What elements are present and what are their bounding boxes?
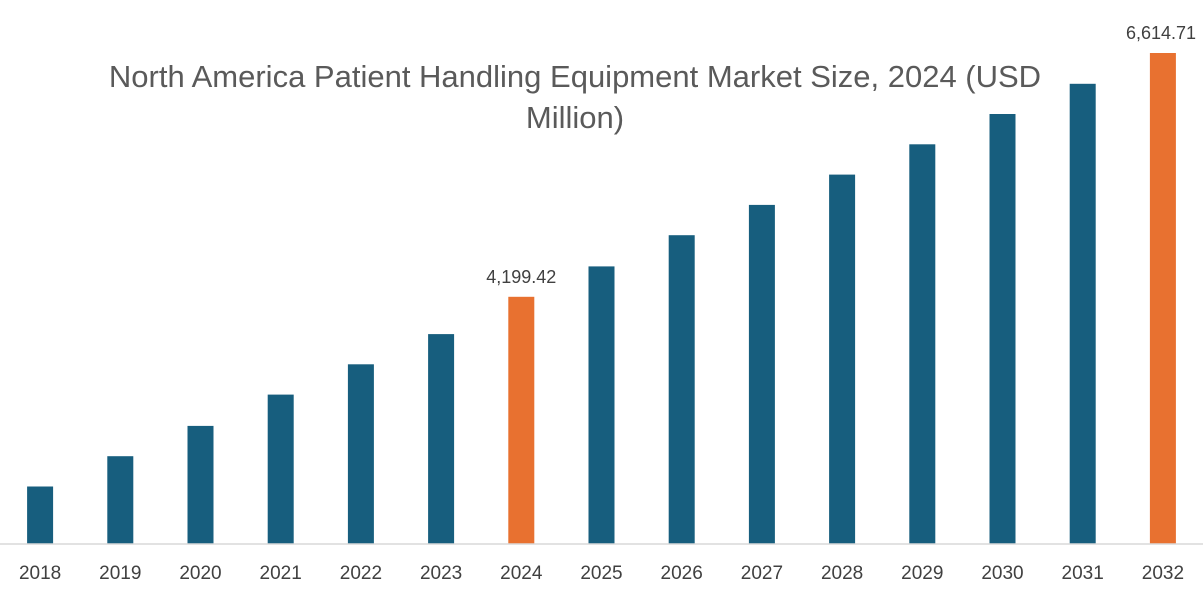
x-tick-label-2026: 2026: [661, 563, 703, 584]
bar-2028: [829, 174, 856, 544]
bar-2021: [267, 394, 294, 544]
chart-title: North America Patient Handling Equipment…: [108, 59, 1042, 135]
x-tick-label-2027: 2027: [741, 563, 783, 584]
x-tick-label-2023: 2023: [420, 563, 462, 584]
bar-2023: [428, 334, 455, 544]
data-label-2024: 4,199.42: [486, 267, 556, 287]
x-tick-label-2020: 2020: [179, 563, 221, 584]
x-tick-label-2028: 2028: [821, 563, 863, 584]
bar-2027: [748, 204, 775, 544]
bar-2026: [668, 235, 695, 544]
x-tick-label-2032: 2032: [1142, 563, 1184, 584]
bar-2024: [508, 296, 535, 544]
bar-2019: [107, 456, 134, 544]
bar-2032: [1149, 53, 1176, 544]
data-label-2032: 6,614.71: [1126, 23, 1196, 43]
bar-2020: [187, 425, 214, 544]
bar-2030: [989, 114, 1016, 544]
bars-layer: [27, 53, 1176, 545]
bar-2031: [1069, 83, 1096, 545]
x-tick-label-2029: 2029: [901, 563, 943, 584]
x-tick-label-2031: 2031: [1062, 563, 1104, 584]
bar-2029: [909, 144, 936, 545]
data-labels: 4,199.42 6,614.71: [486, 23, 1196, 287]
x-tick-label-2022: 2022: [340, 563, 382, 584]
x-tick-label-2025: 2025: [580, 563, 622, 584]
x-tick-label-2018: 2018: [19, 563, 61, 584]
bar-2022: [347, 364, 374, 544]
x-tick-label-2030: 2030: [981, 563, 1023, 584]
x-tick-label-2019: 2019: [99, 563, 141, 584]
bar-2018: [27, 486, 54, 544]
x-tick-label-2024: 2024: [500, 563, 543, 584]
x-tick-label-2021: 2021: [260, 563, 302, 584]
x-tick-labels: 2018 2019 2020 2021 2022 2023 2024 2025 2026 2027…: [19, 563, 1184, 584]
bar-2025: [588, 266, 615, 544]
